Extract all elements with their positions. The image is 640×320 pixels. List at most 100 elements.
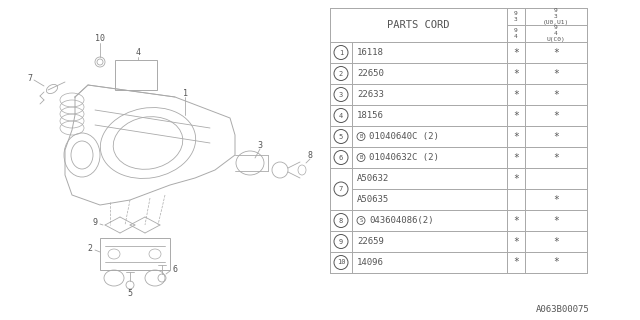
Text: 4: 4	[339, 113, 343, 118]
Bar	[507, 147, 525, 168]
Bar	[507, 231, 525, 252]
Text: 6: 6	[173, 266, 177, 275]
Bar	[352, 63, 507, 84]
Bar	[525, 8, 587, 25]
Bar	[507, 63, 525, 84]
Text: 3: 3	[339, 92, 343, 98]
Text: *: *	[513, 215, 519, 226]
Bar	[330, 147, 352, 168]
Text: 22650: 22650	[357, 69, 384, 78]
Text: B: B	[360, 155, 363, 160]
Bar	[330, 231, 352, 252]
Bar	[352, 231, 507, 252]
Text: *: *	[513, 68, 519, 78]
Bar	[330, 168, 352, 210]
Bar	[525, 189, 587, 210]
Bar	[507, 105, 525, 126]
Text: 7: 7	[28, 74, 33, 83]
Text: S: S	[360, 218, 363, 223]
Text: *: *	[553, 195, 559, 204]
Bar	[525, 42, 587, 63]
Bar	[100, 238, 170, 270]
Text: 9
4
U(C0): 9 4 U(C0)	[547, 25, 565, 42]
Text: *: *	[513, 110, 519, 121]
Bar	[330, 210, 352, 231]
Text: *: *	[513, 236, 519, 246]
Bar	[330, 252, 352, 273]
Text: 22659: 22659	[357, 237, 384, 246]
Bar	[525, 210, 587, 231]
Bar	[330, 84, 352, 105]
Bar	[330, 8, 587, 273]
Text: 9: 9	[339, 238, 343, 244]
Bar	[525, 126, 587, 147]
Text: 7: 7	[339, 186, 343, 192]
Text: 5: 5	[339, 133, 343, 140]
Bar	[507, 252, 525, 273]
Text: A50632: A50632	[357, 174, 389, 183]
Text: *: *	[513, 258, 519, 268]
Text: A50635: A50635	[357, 195, 389, 204]
Text: *: *	[513, 47, 519, 58]
Bar	[507, 189, 525, 210]
Text: *: *	[513, 173, 519, 183]
Bar	[507, 168, 525, 189]
Bar	[525, 168, 587, 189]
Text: 9
4: 9 4	[514, 28, 518, 39]
Text: *: *	[513, 90, 519, 100]
Text: B: B	[360, 134, 363, 139]
Text: *: *	[553, 132, 559, 141]
Text: 6: 6	[339, 155, 343, 161]
Bar	[525, 252, 587, 273]
Text: *: *	[553, 90, 559, 100]
Bar	[507, 210, 525, 231]
Text: 22633: 22633	[357, 90, 384, 99]
Text: 18156: 18156	[357, 111, 384, 120]
Bar	[507, 84, 525, 105]
Text: 01040640C (2): 01040640C (2)	[369, 132, 439, 141]
Bar	[115, 60, 157, 90]
Text: PARTS CORD: PARTS CORD	[387, 20, 450, 30]
Text: *: *	[553, 215, 559, 226]
Text: 1: 1	[339, 50, 343, 55]
Bar	[507, 42, 525, 63]
Text: 2: 2	[339, 70, 343, 76]
Bar	[525, 25, 587, 42]
Bar	[330, 8, 507, 42]
Text: *: *	[553, 47, 559, 58]
Text: *: *	[553, 258, 559, 268]
Text: 9: 9	[93, 218, 97, 227]
Text: 2: 2	[88, 244, 93, 252]
Bar	[507, 8, 525, 25]
Bar	[352, 252, 507, 273]
Text: *: *	[553, 68, 559, 78]
Bar	[330, 42, 352, 63]
Bar	[352, 210, 507, 231]
Text: A063B00075: A063B00075	[536, 306, 590, 315]
Bar	[352, 84, 507, 105]
Text: *: *	[553, 236, 559, 246]
Bar	[525, 147, 587, 168]
Text: 9
3
(U0,U1): 9 3 (U0,U1)	[543, 8, 569, 25]
Text: 14096: 14096	[357, 258, 384, 267]
Text: *: *	[553, 110, 559, 121]
Text: 3: 3	[257, 140, 262, 149]
Text: 8: 8	[339, 218, 343, 223]
Bar	[352, 189, 507, 210]
Text: 043604086(2): 043604086(2)	[369, 216, 433, 225]
Text: 1: 1	[182, 89, 188, 98]
Text: *: *	[513, 132, 519, 141]
Bar	[352, 147, 507, 168]
Text: 01040632C (2): 01040632C (2)	[369, 153, 439, 162]
Bar	[330, 105, 352, 126]
Text: 9
3: 9 3	[514, 11, 518, 22]
Bar	[330, 126, 352, 147]
Bar	[507, 25, 525, 42]
Text: *: *	[553, 153, 559, 163]
Bar	[525, 231, 587, 252]
Text: 10: 10	[95, 34, 105, 43]
Text: 16118: 16118	[357, 48, 384, 57]
Text: 5: 5	[127, 289, 132, 298]
Bar	[525, 84, 587, 105]
Bar	[525, 105, 587, 126]
